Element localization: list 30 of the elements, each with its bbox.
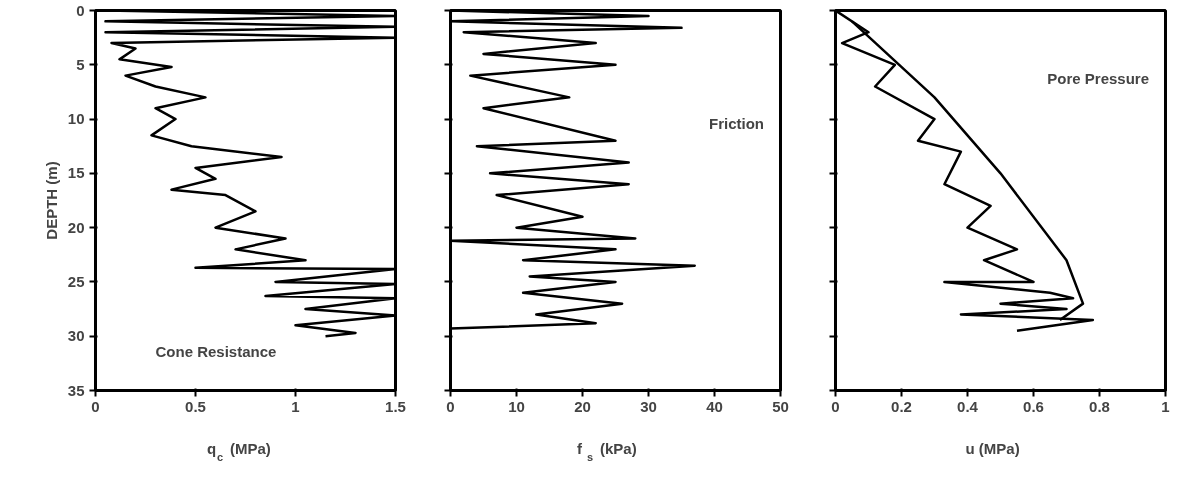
y-tick-label: 5	[76, 55, 85, 73]
y-tick-label: 0	[76, 1, 85, 19]
x-tick-label: 1.5	[385, 397, 406, 415]
x-tick-label: 0.8	[1089, 397, 1110, 415]
x-tick-label: 0	[91, 397, 100, 415]
annotation: Friction	[709, 115, 764, 133]
x-axis-title: fs (kPa)	[577, 439, 637, 463]
annotation: Cone Resistance	[155, 343, 277, 361]
y-tick-label: 15	[67, 164, 85, 182]
x-tick-label: 0.6	[1023, 397, 1044, 415]
x-tick-label: 1	[1161, 397, 1170, 415]
x-tick-label: 1	[291, 397, 300, 415]
x-tick-label: 0.5	[185, 397, 206, 415]
y-tick-label: 10	[67, 110, 85, 128]
x-tick-label: 10	[508, 397, 525, 415]
x-tick-label: 0.4	[957, 397, 979, 415]
x-tick-label: 50	[772, 397, 789, 415]
y-tick-label: 30	[67, 327, 85, 345]
x-tick-label: 0.2	[891, 397, 912, 415]
x-tick-label: 0	[446, 397, 455, 415]
x-axis-title: u (MPa)	[965, 439, 1020, 457]
x-tick-label: 20	[574, 397, 591, 415]
x-tick-label: 30	[640, 397, 657, 415]
annotation: Pore Pressure	[1047, 69, 1150, 87]
y-tick-label: 20	[67, 218, 85, 236]
y-tick-label: 35	[67, 381, 85, 399]
x-tick-label: 40	[706, 397, 723, 415]
x-tick-label: 0	[831, 397, 840, 415]
y-axis-title: DEPTH (m)	[42, 161, 60, 240]
y-tick-label: 25	[67, 272, 85, 290]
